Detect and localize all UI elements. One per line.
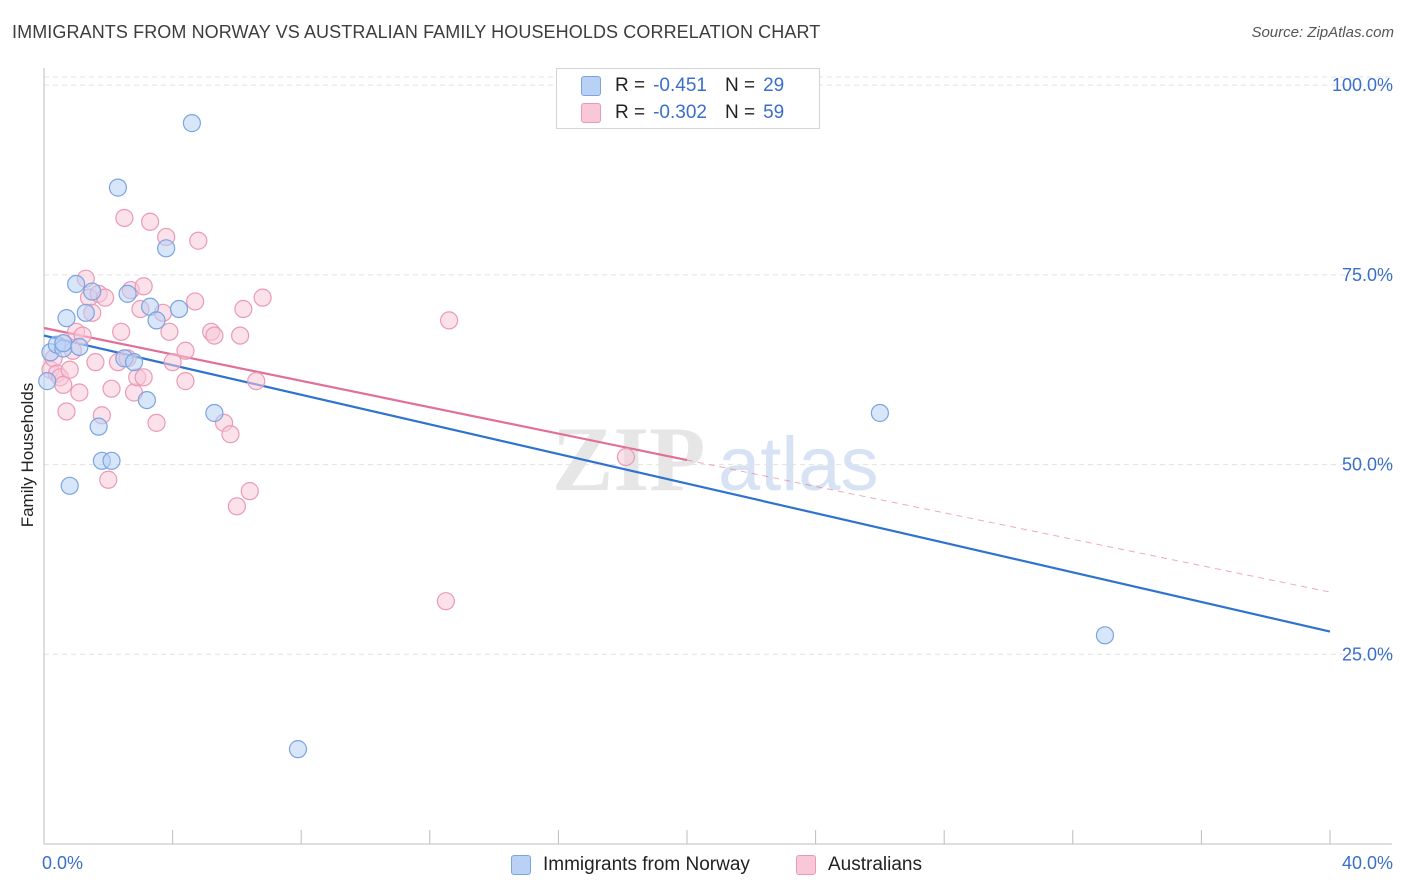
data-point-australians — [54, 375, 73, 395]
data-point-australians — [186, 292, 205, 311]
source-label: Source: ZipAtlas.com — [1251, 24, 1394, 41]
data-point-norway — [108, 178, 128, 197]
legend-swatch-blue — [581, 76, 601, 96]
r-label: R = — [615, 75, 646, 96]
data-point-norway — [57, 309, 76, 328]
legend-swatch-pink — [581, 103, 601, 123]
data-point-norway — [147, 311, 166, 330]
data-point-australians — [140, 212, 160, 231]
data-point-australians — [205, 326, 224, 345]
n-label: N = — [724, 75, 756, 96]
data-point-norway — [182, 114, 201, 133]
data-points — [38, 114, 1115, 759]
n-value: 59 — [763, 102, 785, 123]
legend-label-norway: Immigrants from Norway — [543, 854, 750, 875]
data-point-australians — [253, 288, 272, 307]
data-point-australians — [102, 379, 121, 398]
data-point-norway — [870, 403, 890, 423]
data-point-australians — [112, 322, 131, 341]
tick-labels: 25.0% 50.0% 75.0% 100.0% 0.0% 40.0% — [42, 75, 1393, 873]
trend-line-australians — [43, 326, 688, 462]
watermark-atlas: atlas — [718, 422, 879, 507]
data-point-norway — [137, 390, 156, 410]
data-point-norway — [83, 282, 102, 301]
r-value: -0.302 — [653, 102, 707, 123]
gridlines — [44, 76, 1392, 655]
stats-row-australians: R = -0.302 N = 59 — [581, 100, 784, 126]
data-point-norway — [1095, 626, 1115, 645]
data-point-australians — [616, 447, 636, 467]
stats-legend: R = -0.451 N = 29 R = -0.302 N = 59 — [556, 68, 820, 129]
data-point-australians — [163, 353, 182, 372]
legend-item-norway[interactable]: Immigrants from Norway — [511, 851, 750, 879]
data-point-norway — [38, 372, 57, 391]
data-point-australians — [134, 277, 153, 296]
data-point-australians — [147, 413, 166, 432]
legend-item-australians[interactable]: Australians — [796, 851, 922, 879]
y-tick-label: 75.0% — [1342, 265, 1393, 285]
data-point-australians — [436, 592, 455, 611]
y-tick-label: 25.0% — [1342, 644, 1393, 664]
n-label: N = — [724, 102, 756, 123]
data-point-australians — [86, 353, 105, 372]
data-point-australians — [247, 372, 266, 391]
series-legend: Immigrants from Norway Australians — [0, 851, 1406, 879]
data-point-norway — [157, 239, 176, 258]
r-label: R = — [615, 102, 646, 123]
data-point-norway — [89, 417, 108, 436]
data-point-norway — [60, 476, 79, 495]
y-tick-label: 100.0% — [1332, 75, 1393, 95]
data-point-norway — [67, 274, 86, 294]
data-point-australians — [221, 425, 240, 444]
trend-extension-australians — [686, 459, 1331, 593]
n-value: 29 — [763, 75, 785, 96]
data-point-australians — [231, 326, 250, 345]
chart-title: IMMIGRANTS FROM NORWAY VS AUSTRALIAN FAM… — [12, 22, 821, 42]
data-point-australians — [439, 311, 459, 330]
data-point-norway — [205, 403, 224, 423]
axes — [43, 68, 1392, 845]
data-point-norway — [76, 303, 95, 322]
data-point-australians — [176, 372, 195, 391]
data-point-australians — [99, 470, 118, 489]
data-point-norway — [118, 284, 137, 303]
data-point-australians — [189, 231, 208, 250]
data-point-australians — [70, 383, 89, 402]
data-point-australians — [160, 322, 179, 341]
data-point-norway — [288, 740, 308, 759]
data-point-norway — [54, 334, 73, 353]
data-point-australians — [234, 299, 253, 319]
data-point-norway — [169, 299, 189, 319]
stats-row-norway: R = -0.451 N = 29 — [581, 73, 784, 99]
r-value: -0.451 — [653, 75, 707, 96]
legend-label-australians: Australians — [828, 854, 922, 875]
watermark: ZIP atlas — [552, 408, 879, 510]
data-point-norway — [124, 353, 144, 372]
data-point-norway — [102, 451, 121, 470]
data-point-australians — [240, 482, 259, 501]
data-point-australians — [60, 360, 79, 379]
data-point-australians — [227, 497, 246, 516]
x-tick-label-min: 0.0% — [42, 853, 83, 873]
x-tick-label-max: 40.0% — [1342, 853, 1393, 873]
legend-swatch-pink — [796, 855, 816, 875]
data-point-australians — [134, 368, 153, 387]
trend-line-norway — [43, 334, 1331, 633]
data-point-australians — [176, 341, 195, 360]
data-point-australians — [57, 402, 76, 421]
legend-swatch-blue — [511, 855, 531, 875]
data-point-norway — [70, 337, 89, 357]
data-point-australians — [115, 208, 134, 228]
y-tick-label: 50.0% — [1342, 455, 1393, 475]
